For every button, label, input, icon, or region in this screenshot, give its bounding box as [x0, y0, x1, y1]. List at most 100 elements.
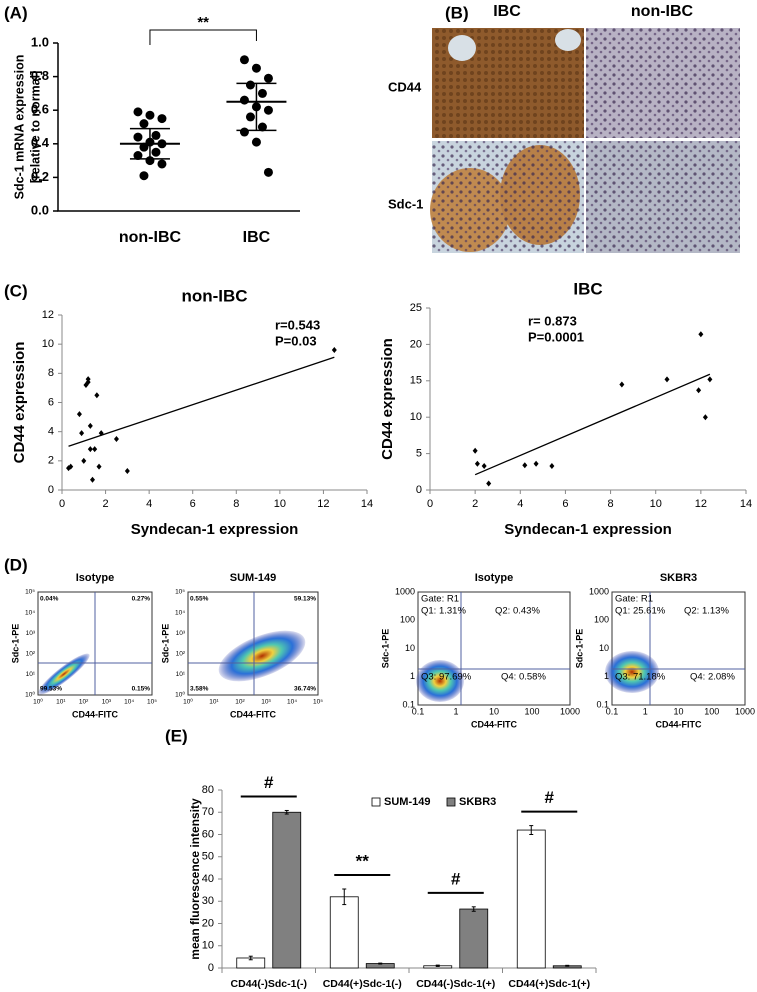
data-point	[151, 147, 161, 157]
x-tick-label: 1	[453, 706, 458, 716]
x-tick-label: CD44(-)Sdc-1(-)	[231, 978, 307, 990]
data-point	[157, 159, 167, 169]
x-tick-label: 12	[317, 498, 329, 510]
y-tick-label: 1000	[395, 586, 415, 596]
quadrant-label: Q2: 1.13%	[684, 606, 729, 617]
x-tick-label: 2	[472, 498, 478, 510]
x-tick-label: non-IBC	[119, 229, 182, 246]
y-tick-label: 4	[48, 426, 54, 438]
density-cloud	[38, 653, 90, 695]
data-point	[139, 142, 149, 152]
quadrant-label: Q3: 97.69%	[421, 672, 472, 683]
y-tick-label: 10²	[26, 651, 36, 658]
data-point	[133, 132, 143, 142]
y-tick-label: 15	[410, 375, 422, 387]
gate-label: Gate: R1	[615, 594, 653, 605]
trend-line	[68, 356, 335, 447]
y-tick-label: 0.0	[31, 202, 49, 217]
bar	[516, 829, 546, 969]
histology-texture	[586, 28, 740, 138]
data-point	[98, 430, 104, 437]
annotation: r= 0.873	[528, 313, 577, 328]
histology-lumen	[448, 35, 476, 61]
quadrant-label: Q1: 1.31%	[421, 606, 466, 617]
quadrant-label: 3.58%	[190, 686, 209, 693]
x-axis-label: CD44-FITC	[72, 709, 119, 719]
data-point	[533, 460, 539, 467]
trend-line	[474, 373, 711, 476]
x-tick-label: 4	[146, 498, 152, 510]
data-point	[522, 462, 528, 469]
y-tick-label: 10	[405, 643, 415, 653]
data-point	[698, 331, 704, 338]
quadrant-label: 99.53%	[40, 686, 62, 693]
data-point	[133, 151, 143, 161]
histology-texture	[432, 141, 584, 253]
x-tick-label: 10²	[235, 699, 245, 706]
data-point	[707, 376, 713, 383]
data-point	[133, 107, 143, 117]
x-tick-label: 8	[608, 498, 614, 510]
x-tick-label: 2	[103, 498, 109, 510]
significance-label: **	[356, 851, 370, 870]
data-point	[251, 63, 261, 73]
quadrant-label: 0.27%	[132, 596, 151, 603]
quadrant-label: Q2: 0.43%	[495, 606, 540, 617]
y-tick-label: 40	[202, 873, 214, 885]
y-axis-label: Sdc-1-PE	[10, 624, 20, 664]
data-point	[139, 119, 149, 129]
data-point	[696, 387, 702, 394]
significance-label: #	[264, 773, 274, 792]
y-tick-label: 6	[48, 396, 54, 408]
x-tick-label: 10⁴	[287, 699, 297, 706]
x-tick-label: 10	[489, 706, 499, 716]
y-tick-label: 20	[202, 917, 214, 929]
data-point	[486, 480, 492, 487]
row-label: CD44	[388, 79, 422, 94]
x-tick-label: 10⁴	[124, 699, 134, 706]
quadrant-label: 36.74%	[294, 686, 316, 693]
y-tick-label: 10⁴	[25, 609, 35, 616]
y-tick-label: 0.6	[31, 102, 49, 117]
quadrant-label: 0.55%	[190, 596, 209, 603]
data-point	[239, 55, 249, 65]
x-tick-label: 0.1	[606, 706, 619, 716]
data-point	[702, 414, 708, 421]
plot-title: SUM-149	[230, 572, 276, 584]
x-axis-label: Syndecan-1 expression	[504, 521, 672, 538]
density-cloud	[218, 630, 306, 682]
x-tick-label: 10⁵	[147, 699, 157, 706]
data-point	[90, 476, 95, 483]
y-tick-label: 10⁰	[175, 691, 185, 699]
annotation: P=0.03	[275, 333, 317, 348]
x-axis-label: CD44-FITC	[471, 719, 518, 729]
data-point	[257, 88, 267, 98]
data-point	[87, 446, 93, 453]
y-tick-label: 10	[599, 643, 609, 653]
x-tick-label: 1000	[735, 706, 755, 716]
y-axis-label: Sdc-1-PE	[160, 624, 170, 664]
x-tick-label: 6	[190, 498, 196, 510]
column-label: non-IBC	[631, 3, 694, 20]
data-point	[139, 171, 149, 181]
x-tick-label: 10¹	[209, 699, 219, 706]
x-tick-label: 10¹	[56, 699, 66, 706]
quadrant-label: 0.04%	[40, 596, 59, 603]
x-axis-label: Syndecan-1 expression	[131, 521, 299, 538]
data-point	[664, 376, 670, 383]
quadrant-label: Q3: 71.18%	[615, 672, 666, 683]
quadrant-label: 59.13%	[294, 596, 316, 603]
gate-label: Gate: R1	[421, 594, 459, 605]
y-tick-label: 5	[416, 448, 422, 460]
x-tick-label: 100	[524, 706, 539, 716]
y-tick-label: 60	[202, 828, 214, 840]
x-tick-label: 10³	[261, 699, 271, 706]
y-tick-label: 1000	[589, 586, 609, 596]
data-point	[245, 112, 255, 122]
data-point	[85, 379, 91, 386]
histology-lumen	[555, 29, 581, 51]
density-cloud	[605, 651, 659, 693]
x-tick-label: CD44(-)Sdc-1(+)	[416, 978, 495, 990]
y-axis-label: Sdc-1 mRNA expression	[12, 55, 26, 200]
y-tick-label: 10⁴	[175, 609, 185, 616]
